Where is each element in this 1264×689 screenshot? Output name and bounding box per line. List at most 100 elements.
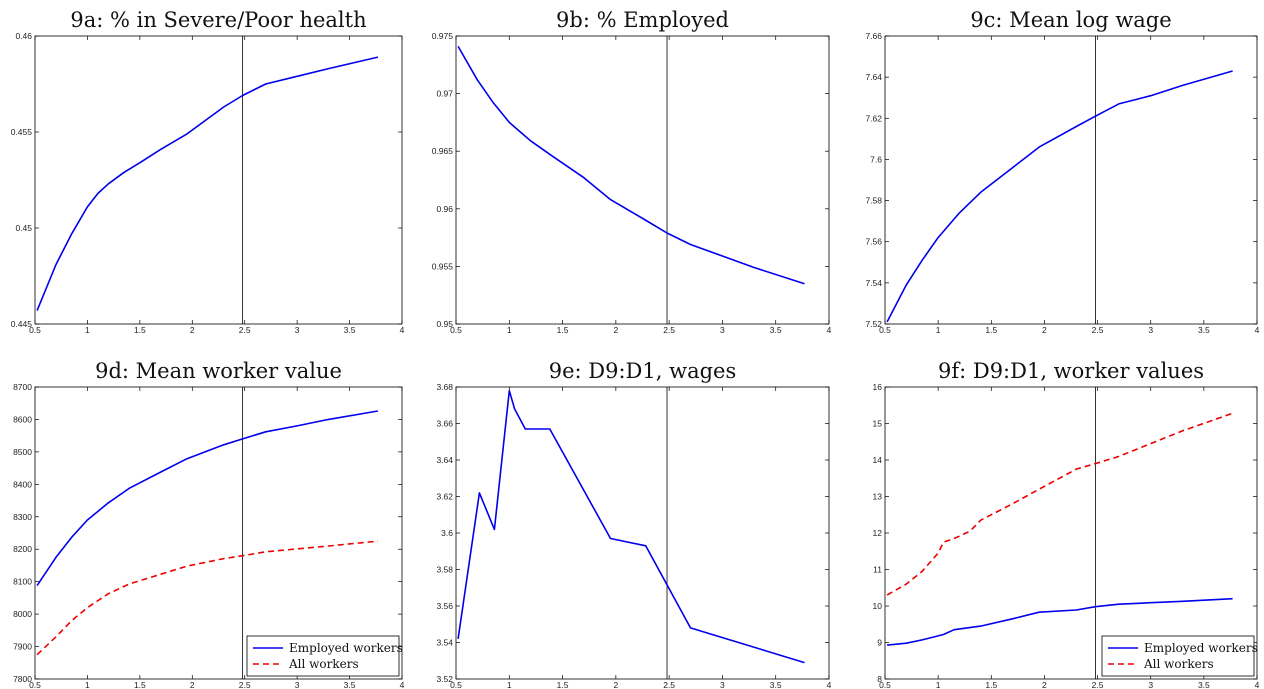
axes-box <box>34 386 403 680</box>
y-tick-label: 14 <box>873 455 883 465</box>
y-tick-label: 12 <box>873 528 883 538</box>
y-tick-label: 3.62 <box>436 492 453 502</box>
x-tick-label: 2 <box>613 325 618 335</box>
x-tick-label: 2.5 <box>1092 680 1104 689</box>
x-tick-label: 1 <box>85 680 90 689</box>
x-tick-label: 2.5 <box>663 680 675 689</box>
x-tick-label: 1 <box>85 325 90 335</box>
x-tick-label: 0.5 <box>879 680 891 689</box>
x-tick-label: 3 <box>295 680 300 689</box>
x-tick-label: 3 <box>295 325 300 335</box>
x-tick-label: 1.5 <box>985 325 997 335</box>
legend: Employed workers All workers <box>246 635 403 677</box>
series-line-all-workers <box>36 540 378 656</box>
x-tick-label: 3.5 <box>1198 325 1210 335</box>
x-tick-label: 2.5 <box>1092 325 1104 335</box>
y-tick-label: 0.445 <box>11 319 33 329</box>
y-tick-label: 8200 <box>13 544 32 554</box>
y-tick-label: 3.56 <box>436 601 453 611</box>
x-tick-label: 1.5 <box>134 325 146 335</box>
y-tick-label: 3.6 <box>441 528 453 538</box>
x-tick-label: 3.5 <box>770 680 782 689</box>
y-tick-label: 7.54 <box>865 278 882 288</box>
y-tick-label: 7.52 <box>865 319 882 329</box>
x-tick-label: 3 <box>720 680 725 689</box>
y-tick-label: 0.965 <box>432 146 454 156</box>
x-tick-label: 0.5 <box>29 680 41 689</box>
series-line-1 <box>36 56 379 311</box>
y-tick-label: 8500 <box>13 447 32 457</box>
x-tick-label: 4 <box>1255 680 1260 689</box>
y-tick-label: 0.975 <box>432 31 454 41</box>
legend-box <box>246 635 400 677</box>
x-tick-label: 2.5 <box>663 325 675 335</box>
x-tick-label: 1.5 <box>557 680 569 689</box>
y-tick-label: 3.52 <box>436 674 453 684</box>
y-tick-label: 8400 <box>13 479 32 489</box>
x-tick-label: 3.5 <box>1198 680 1210 689</box>
y-tick-label: 0.96 <box>436 204 453 214</box>
chart-title: 9c: Mean log wage <box>970 8 1171 32</box>
y-tick-label: 15 <box>873 419 883 429</box>
x-tick-label: 2.5 <box>239 680 251 689</box>
x-tick-label: 2 <box>1042 325 1047 335</box>
y-tick-label: 7.62 <box>865 113 882 123</box>
y-tick-label: 7900 <box>13 642 32 652</box>
series-line-employed-workers <box>36 410 379 587</box>
y-tick-label: 7.6 <box>870 154 882 164</box>
y-tick-label: 8100 <box>13 577 32 587</box>
chart-panel-1: 9a: % in Severe/Poor health 0.5 1 1.5 2 2.5 3 3… <box>11 8 405 335</box>
legend-box <box>1101 635 1255 677</box>
x-tick-label: 1 <box>936 325 941 335</box>
legend-label: All workers <box>1143 657 1214 671</box>
x-tick-label: 1.5 <box>134 680 146 689</box>
legend: Employed workers All workers <box>1101 635 1258 677</box>
x-tick-label: 2 <box>190 325 195 335</box>
chart-title: 9b: % Employed <box>556 8 729 32</box>
x-tick-label: 0.5 <box>879 325 891 335</box>
y-tick-label: 3.68 <box>436 382 453 392</box>
x-tick-label: 0.5 <box>29 325 41 335</box>
y-tick-label: 0.97 <box>436 89 453 99</box>
y-tick-label: 0.95 <box>436 319 453 329</box>
x-tick-label: 3.5 <box>344 680 356 689</box>
y-tick-label: 9 <box>877 638 882 648</box>
x-tick-label: 2 <box>1042 680 1047 689</box>
y-tick-label: 7.56 <box>865 237 882 247</box>
y-tick-label: 0.955 <box>432 261 454 271</box>
y-tick-label: 3.54 <box>436 638 453 648</box>
legend-label: All workers <box>288 657 359 671</box>
chart-title: 9f: D9:D1, worker values <box>938 359 1204 383</box>
x-tick-label: 3.5 <box>344 325 356 335</box>
legend-label: Employed workers <box>1144 641 1258 655</box>
y-tick-label: 3.58 <box>436 565 453 575</box>
y-tick-label: 3.64 <box>436 455 453 465</box>
chart-panel-6: 9f: D9:D1, worker values 0.5 1 1.5 2 2.5 3 3.5 4… <box>873 359 1260 689</box>
series-line-employed-workers <box>887 597 1233 646</box>
x-tick-label: 2 <box>613 680 618 689</box>
x-tick-label: 4 <box>827 680 832 689</box>
chart-panel-4: 9d: Mean worker value 0.5 1 1.5 2 2.5 3 3.5 4 780… <box>13 359 405 689</box>
x-tick-label: 1.5 <box>985 680 997 689</box>
chart-title: 9a: % in Severe/Poor health <box>70 8 366 32</box>
axes-box <box>884 35 1258 325</box>
y-tick-label: 16 <box>873 382 883 392</box>
y-tick-label: 8600 <box>13 414 32 424</box>
y-tick-label: 0.45 <box>15 223 32 233</box>
series-line-1 <box>457 46 805 285</box>
x-tick-label: 4 <box>1255 325 1260 335</box>
chart-panel-2: 9b: % Employed 0.5 1 1.5 2 2.5 3 3.5 4 0.95 0.955 0… <box>432 8 832 335</box>
x-tick-label: 4 <box>400 325 405 335</box>
y-tick-label: 7.64 <box>865 72 882 82</box>
series-line-1 <box>457 389 805 664</box>
y-tick-label: 8300 <box>13 512 32 522</box>
x-tick-label: 0.5 <box>450 325 462 335</box>
x-tick-label: 0.5 <box>450 680 462 689</box>
chart-panel-3: 9c: Mean log wage 0.5 1 1.5 2 2.5 3 3.5 4 7.52 7.5… <box>865 8 1259 335</box>
y-tick-label: 7800 <box>13 674 32 684</box>
y-tick-label: 10 <box>873 601 883 611</box>
x-tick-label: 1 <box>936 680 941 689</box>
x-tick-label: 2 <box>190 680 195 689</box>
